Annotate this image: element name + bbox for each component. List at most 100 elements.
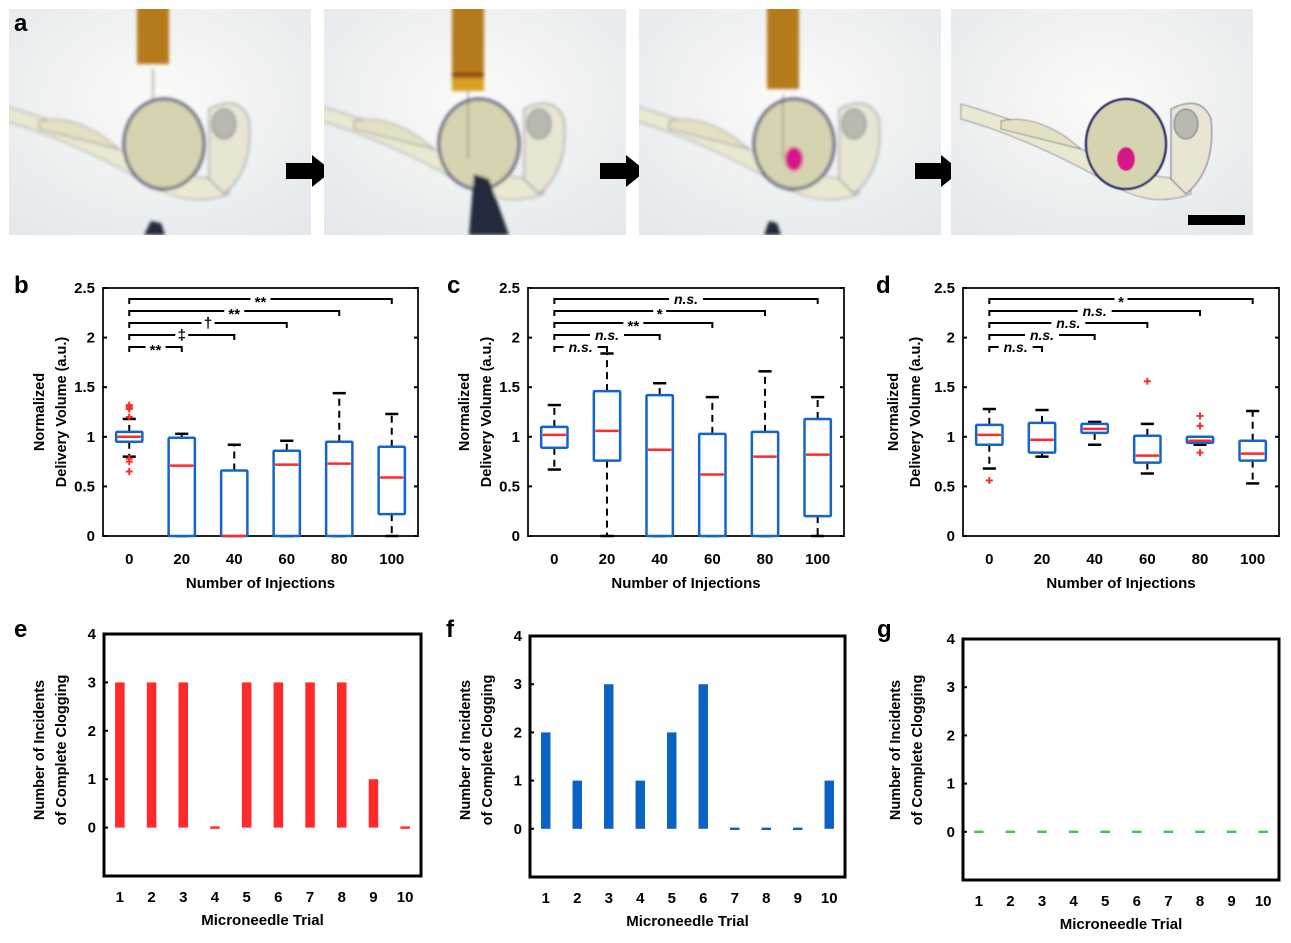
significance-label: ** [150, 342, 162, 359]
bar-trial-1 [115, 682, 125, 828]
box-iqr [1238, 439, 1268, 462]
bracket-label-bg [201, 317, 215, 329]
box-iqr [645, 393, 675, 538]
scale-bar [1188, 215, 1245, 225]
y-tick-label: 1.5 [499, 379, 520, 396]
bar-trial-1 [974, 830, 984, 833]
outlier-marker [125, 468, 133, 476]
panel-letter: g [877, 616, 892, 643]
x-tick-label: 1 [116, 889, 124, 906]
bracket-label-bg [1025, 329, 1059, 341]
box-0 [539, 403, 569, 471]
x-tick-label: 20 [1034, 551, 1051, 568]
significance-bracket: ** [128, 305, 341, 323]
box-20 [1027, 408, 1057, 458]
significance-bracket: ** [128, 341, 183, 359]
bracket-label-bg [1077, 305, 1112, 317]
outlier-marker [125, 458, 133, 466]
x-tick-label: 5 [668, 890, 676, 907]
significance-label: n.s. [1030, 327, 1054, 343]
box-40 [1080, 420, 1110, 446]
outlier-marker [985, 476, 993, 484]
bar-trial-3 [1037, 830, 1047, 833]
panel-a-letter: a [14, 10, 28, 37]
box-iqr [539, 425, 569, 449]
photo-frame-1 [9, 9, 311, 235]
bracket-label-bg [145, 341, 166, 353]
y-tick-label: 2.5 [499, 280, 520, 297]
zebrafish-needle-contact-image [324, 9, 626, 235]
y-tick-label: 4 [88, 626, 97, 643]
panel-c: c 0 0.5 1 1.5 2 2.5 0 20 40 60 80 100 Number of Injec… [447, 272, 845, 592]
x-tick-label: 6 [1133, 893, 1141, 910]
x-tick-label: 9 [369, 889, 377, 906]
y-axis-label: Number of Incidents [32, 680, 48, 820]
outlier-marker [125, 401, 133, 409]
x-tick-label: 9 [794, 890, 802, 907]
y-tick-label: 4 [514, 628, 523, 645]
panel-b: b 0 0.5 1 1.5 2 2.5 0 20 40 60 80 100 Number of Injec… [14, 272, 419, 592]
x-tick-label: 7 [731, 890, 739, 907]
significance-label: n.s. [595, 327, 619, 343]
significance-label: ** [627, 318, 639, 335]
bar-trial-6 [1132, 830, 1142, 833]
x-axis-label: Microneedle Trial [626, 913, 749, 930]
larva-yolk-extension [353, 118, 435, 150]
photo-frame-3 [639, 9, 941, 235]
y-tick-label: 0 [512, 528, 520, 545]
bracket-label-bg [563, 341, 598, 353]
x-tick-label: 80 [331, 551, 348, 568]
x-tick-label: 5 [242, 889, 250, 906]
holding-pipette [469, 174, 509, 235]
box-80 [1185, 412, 1215, 457]
bar-trial-9 [1226, 830, 1237, 833]
zebrafish-larva [9, 9, 251, 235]
box-0 [114, 401, 144, 476]
x-axis-label: Number of Injections [611, 575, 760, 592]
x-tick-label: 2 [1006, 893, 1014, 910]
y-axis-label: Delivery Volume (a.u.) [54, 337, 70, 488]
box-iqr [1132, 434, 1162, 464]
bar-trial-8 [1195, 830, 1205, 833]
bar-trial-6 [698, 684, 708, 829]
box-20 [167, 432, 197, 538]
box-20 [592, 352, 622, 538]
panel-e: e 0 1 2 3 4 1 2 3 4 5 6 7 8 9 10 Microneedle Trial Number… [14, 616, 423, 929]
y-tick-label: 2 [87, 330, 95, 347]
y-tick-label: 1.5 [934, 379, 955, 396]
y-tick-label: 0.5 [74, 478, 95, 495]
x-tick-label: 2 [147, 889, 155, 906]
panel-letter: f [446, 616, 455, 643]
significance-bracket: n.s. [988, 315, 1149, 331]
y-tick-label: 2 [88, 723, 96, 740]
y-tick-label: 1 [947, 429, 955, 446]
significance-label: n.s. [1056, 315, 1080, 331]
outlier-marker [125, 413, 133, 421]
y-tick-label: 2 [947, 727, 955, 744]
y-axis-label: of Complete Clogging [910, 675, 926, 826]
y-tick-label: 1 [512, 429, 520, 446]
x-tick-label: 60 [1139, 551, 1156, 568]
bracket-label-bg [669, 293, 703, 305]
y-tick-label: 3 [947, 679, 955, 696]
significance-bracket: n.s. [553, 291, 819, 307]
box-iqr [697, 432, 727, 538]
x-tick-label: 0 [125, 551, 133, 568]
significance-label: ‡ [178, 327, 186, 344]
bar-trial-10 [1258, 830, 1268, 833]
bar-trial-9 [368, 779, 379, 828]
x-tick-label: 8 [762, 890, 770, 907]
box-80 [324, 391, 354, 538]
x-tick-label: 3 [1038, 893, 1046, 910]
box-iqr [750, 430, 780, 538]
box-60 [1132, 377, 1162, 475]
zebrafish-larva [324, 9, 566, 235]
y-axis-label: Delivery Volume (a.u.) [479, 337, 495, 488]
box-80 [750, 370, 780, 538]
holding-pipette [144, 221, 165, 235]
larva-yolk-extension [668, 118, 750, 150]
significance-label: * [657, 306, 663, 323]
x-tick-label: 0 [550, 551, 558, 568]
x-tick-label: 10 [821, 890, 838, 907]
